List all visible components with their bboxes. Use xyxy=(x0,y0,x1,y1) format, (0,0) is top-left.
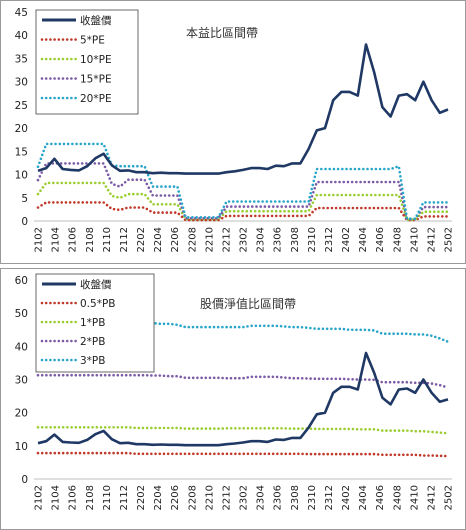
pb-x-tick-label: 2406 xyxy=(375,485,386,510)
pe-series-line-4 xyxy=(36,142,450,220)
pe-legend-label: 5*PE xyxy=(80,35,105,47)
pb-chart-title: 股價淨值比區間帶 xyxy=(200,296,296,311)
pe-band-chart: 0 5 10 15 20 25 30 35 40 45 2102 2104 2106 2108 2110 21… xyxy=(0,0,466,264)
pe-x-tick-label: 2104 xyxy=(51,227,62,252)
pe-y-tick-label: 20 xyxy=(15,123,28,135)
pe-x-tick-label: 2108 xyxy=(85,227,96,252)
pb-x-tick-label: 2106 xyxy=(68,485,79,510)
pe-x-tick-label: 2202 xyxy=(136,227,147,252)
pb-band-chart: 0 10 20 30 40 50 60 2102 2104 2106 2108 2110 2112 220… xyxy=(0,268,466,530)
pe-x-tick-label: 2310 xyxy=(307,227,318,252)
pe-legend-label: 20*PE xyxy=(80,93,112,105)
pb-legend-label: 1*PB xyxy=(80,317,105,329)
pb-y-tick-label: 30 xyxy=(15,375,28,387)
pb-x-tick-label: 2204 xyxy=(153,485,164,510)
pe-x-tick-label: 2204 xyxy=(153,227,164,252)
pb-x-tick-label: 2304 xyxy=(256,485,267,510)
pe-y-tick-label: 30 xyxy=(15,77,28,89)
pe-x-tick-label: 2304 xyxy=(256,227,267,252)
pb-legend-label: 0.5*PB xyxy=(80,298,115,310)
pb-x-tick-label: 2206 xyxy=(170,485,181,510)
pb-x-tick-label: 2210 xyxy=(204,485,215,510)
pb-x-tick-label: 2404 xyxy=(358,485,369,510)
pb-x-tick-label: 2212 xyxy=(221,485,232,510)
pe-x-tick-label: 2312 xyxy=(324,227,335,252)
pe-legend-label: 10*PE xyxy=(80,54,112,66)
pb-y-tick-label: 50 xyxy=(15,308,28,320)
pb-legend-box xyxy=(35,273,155,373)
pb-x-tick-label: 2308 xyxy=(290,485,301,510)
pb-x-tick-label: 2402 xyxy=(341,485,352,510)
pe-x-tick-label: 2210 xyxy=(204,227,215,252)
pe-y-tick-label: 35 xyxy=(15,53,28,65)
pe-x-tick-label: 2502 xyxy=(444,227,455,252)
pb-series-line-0 xyxy=(37,351,449,447)
pe-x-tick-label: 2112 xyxy=(119,227,130,252)
pb-series-line-2 xyxy=(36,426,450,435)
pb-x-tick-label: 2502 xyxy=(444,485,455,510)
pb-x-tick-label: 2112 xyxy=(119,485,130,510)
pe-legend-label: 收盤價 xyxy=(80,14,112,27)
pe-x-tick-label: 2208 xyxy=(187,227,198,252)
pe-y-tick-label: 25 xyxy=(15,100,28,112)
pe-legend-label: 15*PE xyxy=(80,74,112,86)
pe-x-tick-label: 2302 xyxy=(239,227,250,252)
pb-y-tick-label: 40 xyxy=(15,341,28,353)
pb-x-tick-label: 2104 xyxy=(51,485,62,510)
pe-x-tick-label: 2212 xyxy=(221,227,232,252)
pe-legend-box xyxy=(35,9,139,115)
pb-x-tick-label: 2312 xyxy=(324,485,335,510)
pb-legend-label: 2*PB xyxy=(80,336,105,348)
pe-x-tick-label: 2106 xyxy=(68,227,79,252)
pb-x-tick-label: 2110 xyxy=(102,485,113,510)
pb-x-tick-label: 2208 xyxy=(187,485,198,510)
pe-series-line-2 xyxy=(36,181,450,221)
pe-x-tick-label: 2206 xyxy=(170,227,181,252)
pb-legend-label: 收盤價 xyxy=(80,278,112,291)
pe-x-tick-label: 2110 xyxy=(102,227,113,252)
pe-chart-title: 本益比區間帶 xyxy=(186,26,258,40)
pb-x-tick-label: 2202 xyxy=(136,485,147,510)
pb-x-tick-label: 2306 xyxy=(273,485,284,510)
pe-y-tick-label: 0 xyxy=(21,216,28,228)
pb-legend-label: 3*PB xyxy=(80,355,105,367)
pb-x-tick-label: 2302 xyxy=(239,485,250,510)
pe-x-tick-label: 2102 xyxy=(34,227,45,252)
pe-y-tick-label: 5 xyxy=(21,193,28,205)
pb-y-tick-label: 0 xyxy=(21,474,28,486)
pb-x-tick-label: 2412 xyxy=(426,485,437,510)
pb-y-tick-label: 20 xyxy=(15,408,28,420)
pb-y-tick-label: 10 xyxy=(15,441,28,453)
pe-x-tick-label: 2412 xyxy=(426,227,437,252)
pe-series-line-1 xyxy=(36,201,450,222)
pb-band-chart-panel: 0 10 20 30 40 50 60 2102 2104 2106 2108 2110 2112 220… xyxy=(0,268,466,530)
pb-x-tick-label: 2102 xyxy=(34,485,45,510)
pe-series-line-0 xyxy=(37,43,449,175)
pb-x-tick-label: 2408 xyxy=(392,485,403,510)
pb-x-tick-label: 2410 xyxy=(409,485,420,510)
pb-series-line-1 xyxy=(36,451,450,458)
pe-y-tick-label: 40 xyxy=(15,30,28,42)
pe-y-tick-label: 45 xyxy=(15,7,28,19)
pe-y-tick-label: 10 xyxy=(15,170,28,182)
pe-x-tick-label: 2306 xyxy=(273,227,284,252)
pb-y-tick-label: 60 xyxy=(15,275,28,287)
pe-x-tick-label: 2408 xyxy=(392,227,403,252)
pe-band-chart-panel: 0 5 10 15 20 25 30 35 40 45 2102 2104 2106 2108 2110 21… xyxy=(0,0,466,264)
pb-x-tick-label: 2310 xyxy=(307,485,318,510)
pb-x-tick-label: 2108 xyxy=(85,485,96,510)
pe-series-line-3 xyxy=(36,162,450,221)
pe-x-tick-label: 2410 xyxy=(409,227,420,252)
pe-x-tick-label: 2308 xyxy=(290,227,301,252)
pe-x-tick-label: 2406 xyxy=(375,227,386,252)
pb-series-line-3 xyxy=(36,373,450,389)
pe-x-tick-label: 2402 xyxy=(341,227,352,252)
pe-y-tick-label: 15 xyxy=(15,146,28,158)
pe-x-tick-label: 2404 xyxy=(358,227,369,252)
